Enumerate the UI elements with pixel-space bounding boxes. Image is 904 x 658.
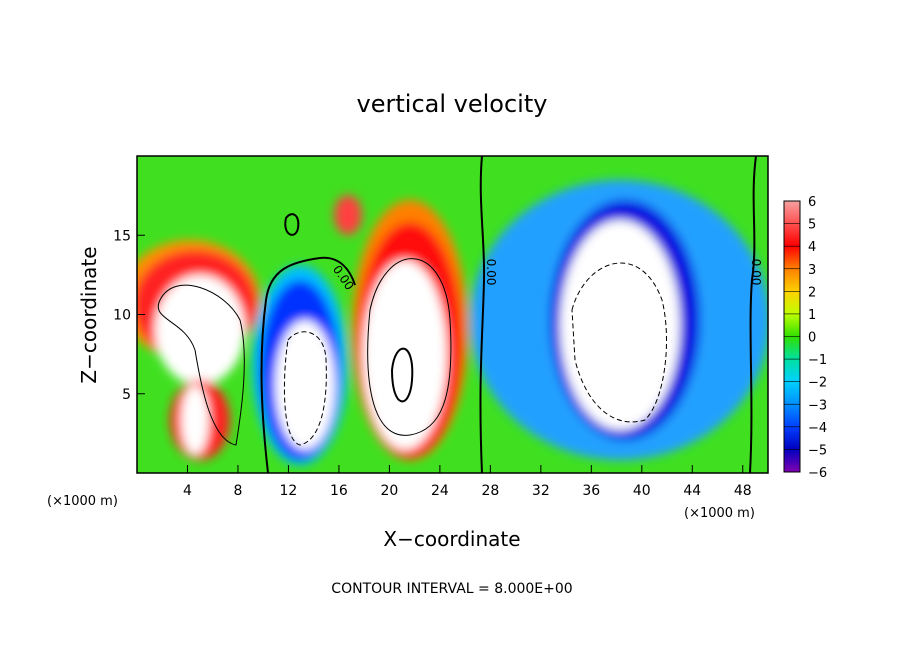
- x-tick-label: 32: [532, 483, 550, 499]
- x-tick-label: 12: [280, 483, 298, 499]
- updraft-left-core: [155, 275, 245, 385]
- contour-positive-left: [157, 284, 245, 446]
- y-tick-label: 15: [113, 228, 131, 244]
- downdraft-mid-core: [275, 320, 335, 450]
- updraft-top-16: [334, 195, 362, 235]
- contour-small-top: [284, 213, 300, 236]
- x-tick-label: 48: [734, 483, 752, 499]
- x-tick-label: 8: [233, 483, 242, 499]
- plot-area: [137, 156, 768, 473]
- y-ticks: 5 10 15: [113, 228, 145, 403]
- colorbar-tick-label: −5: [808, 443, 827, 458]
- x-tick-label: 20: [380, 483, 398, 499]
- x-unit-label-left: (×1000 m): [47, 494, 118, 509]
- colorbar-tick-label: −2: [808, 376, 827, 391]
- x-tick-label: 44: [683, 483, 701, 499]
- contour-label-47: 0.00: [749, 259, 763, 286]
- y-tick-label: 10: [113, 308, 131, 324]
- contours: [157, 156, 757, 473]
- colorbar-tick-label: 5: [808, 218, 816, 233]
- colorbar-tick-label: −6: [808, 466, 827, 481]
- contour-strong-mid: [390, 347, 414, 403]
- downdraft-right-core: [560, 220, 680, 430]
- contour-zero-28: [479, 156, 486, 473]
- colorbar-tick-label: 1: [808, 308, 816, 323]
- x-tick-label: 16: [330, 483, 348, 499]
- contour-interval-footer: CONTOUR INTERVAL = 8.000E+00: [331, 581, 572, 597]
- y-tick-label: 5: [122, 387, 131, 403]
- updraft-mid-core: [363, 260, 447, 450]
- colorbar-tick-label: 0: [808, 331, 816, 346]
- colorbar-tick-label: 3: [808, 263, 816, 278]
- colorbar-ticks: 6 5 4 3 2 1 0 −1 −2 −3 −4 −5 −6: [784, 195, 827, 481]
- colorbar-tick-label: 4: [808, 240, 816, 255]
- colorbar-tick-label: −4: [808, 421, 827, 436]
- colorbar-tick-label: −3: [808, 398, 827, 413]
- x-tick-label: 28: [481, 483, 499, 499]
- x-tick-label: 40: [633, 483, 651, 499]
- x-tick-label: 4: [183, 483, 192, 499]
- colorbar: 6 5 4 3 2 1 0 −1 −2 −3 −4 −5 −6: [783, 195, 827, 481]
- updraft-left-lower-core: [181, 385, 209, 455]
- chart-title: vertical velocity: [357, 90, 548, 118]
- colorbar-tick-label: 6: [808, 195, 816, 210]
- x-tick-label: 24: [431, 483, 449, 499]
- contour-negative-mid: [283, 331, 327, 446]
- x-ticks: 4 8 12 16 20 24 28 32 36 40 44 48: [183, 465, 752, 499]
- y-axis-label: Z−coordinate: [77, 246, 101, 383]
- contour-negative-right: [571, 262, 667, 423]
- x-tick-label: 36: [582, 483, 600, 499]
- contour-positive-mid: [367, 258, 452, 436]
- contour-zero-47: [749, 156, 757, 473]
- contour-label-28: 0.00: [484, 259, 498, 286]
- colorbar-tick-label: 2: [808, 285, 816, 300]
- x-axis-label: X−coordinate: [383, 527, 520, 551]
- colorbar-tick-label: −1: [808, 353, 827, 368]
- x-unit-label-right: (×1000 m): [684, 506, 755, 521]
- contour-zero-10: [260, 256, 356, 473]
